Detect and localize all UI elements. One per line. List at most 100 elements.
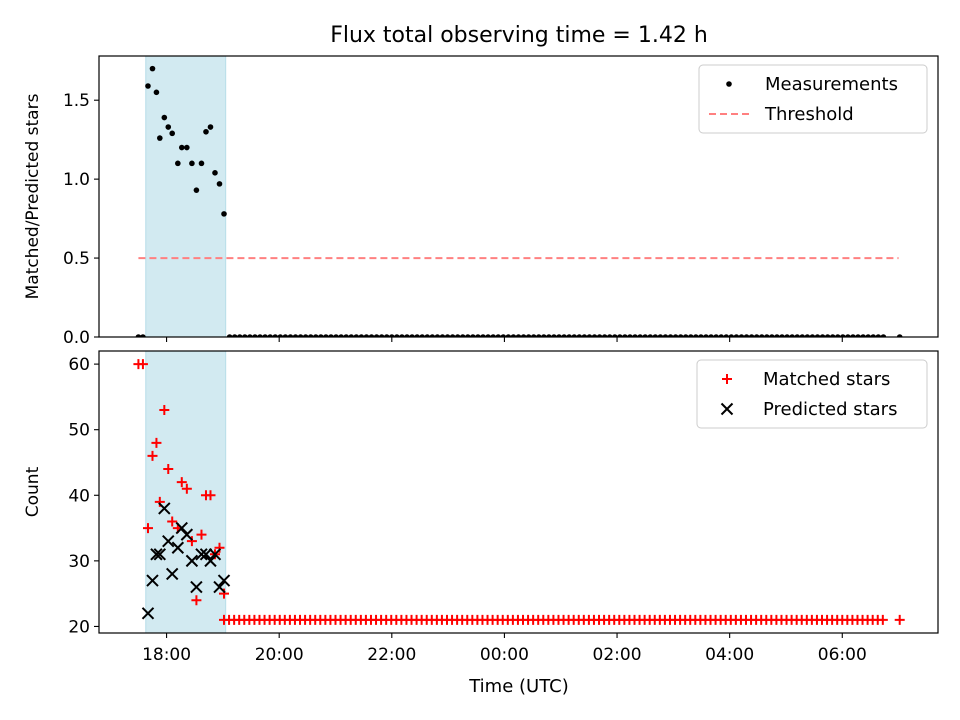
series-measurements-point (784, 334, 790, 337)
series-measurements-point (551, 334, 557, 337)
series-measurements-point (733, 334, 740, 337)
series-measurements-point (449, 334, 456, 337)
legend: Matched stars Predicted stars (696, 359, 928, 429)
series-measurements-point (424, 334, 431, 337)
series-measurements-point (758, 334, 765, 337)
series-predicted-stars-point (162, 534, 175, 548)
series-measurements-point (169, 130, 176, 137)
series-measurements-point (748, 334, 755, 337)
y-tick-label: 20 (68, 617, 90, 637)
legend-marker (722, 374, 732, 384)
series-measurements-point (282, 334, 289, 337)
series-matched-stars-point (181, 483, 192, 494)
series-measurements-point (459, 334, 466, 337)
series-measurements-point (221, 211, 227, 217)
series-predicted-stars-point (190, 580, 203, 594)
series-measurements-point (414, 334, 420, 337)
series-matched-stars-point (159, 405, 170, 416)
legend-label: Measurements (765, 74, 898, 95)
series-measurements-point (338, 334, 344, 337)
series-measurements-point (353, 334, 360, 337)
series-predicted-stars-point (199, 548, 213, 561)
x-tick-label: 22:00 (367, 645, 416, 665)
series-predicted-stars-point (195, 548, 208, 561)
axes-frame (98, 350, 939, 634)
series-matched-stars-point (205, 490, 216, 501)
series-matched-stars-point (191, 595, 202, 606)
series-measurements-point (333, 334, 339, 337)
series-measurements-point (662, 334, 669, 337)
legend: Measurements Threshold (698, 64, 928, 134)
series-measurements-point (738, 334, 745, 337)
series-measurements-point (799, 334, 806, 337)
series-measurements-point (439, 334, 446, 337)
bottom-plot: 20 30 40 50 60 Count 18:00 20:00 22:00 00:00 02:00… (23, 350, 939, 665)
series-measurements-point (490, 334, 496, 337)
series-measurements-point (622, 334, 628, 337)
series-measurements-point (323, 334, 329, 337)
x-tick-label: 06:00 (818, 645, 867, 665)
series-matched-stars-point (196, 529, 207, 540)
series-measurements-point (312, 334, 319, 337)
series-measurements-point (804, 334, 811, 337)
series-measurements-point (287, 334, 294, 337)
series-measurements-point (378, 334, 385, 337)
series-measurements-point (672, 334, 679, 337)
series-predicted-stars-point (204, 554, 217, 568)
y-tick-label: 1.5 (63, 91, 90, 111)
series-measurements-point (561, 334, 567, 337)
series-measurements-point (257, 334, 263, 337)
series-measurements-point (318, 334, 324, 337)
legend-marker (726, 81, 732, 87)
series-measurements-point (723, 334, 730, 337)
series-measurements-point (203, 128, 209, 135)
series-measurements-point (829, 334, 836, 337)
series-predicted-stars-point (185, 554, 199, 568)
series-measurements-point (358, 334, 365, 337)
series-measurements-point (465, 334, 471, 337)
series-measurements-point (743, 334, 750, 337)
series-measurements-point (389, 334, 395, 337)
legend-frame (696, 359, 928, 429)
series-measurements-point (267, 334, 273, 337)
series-measurements-point (794, 334, 801, 337)
x-tick-label: 04:00 (705, 645, 754, 665)
series-measurements-point (637, 334, 643, 337)
series-measurements-point (774, 334, 780, 337)
series-measurements-point (189, 160, 195, 167)
series-predicted-stars-point (153, 548, 167, 561)
series-predicted-stars-point (175, 521, 188, 535)
series-predicted-stars-point (217, 574, 231, 587)
series-measurements-point (394, 334, 400, 337)
series-measurements-point (175, 160, 181, 167)
series-measurements-point (845, 334, 851, 337)
series-measurements-point (713, 334, 719, 337)
series-measurements-point (135, 334, 142, 337)
series-measurements-point (302, 334, 309, 337)
series-measurements-point (247, 334, 253, 337)
series-measurements-point (429, 334, 436, 337)
series-measurements-point (198, 160, 205, 167)
series-measurements-point (165, 124, 172, 130)
series-measurements-point (693, 334, 699, 337)
series-measurements-point (328, 334, 334, 337)
series-measurements-point (307, 334, 314, 337)
series-measurements-point (657, 334, 664, 337)
series-measurements-point (297, 334, 304, 337)
y-tick-label: 0.0 (63, 328, 90, 348)
chart-title: Flux total observing time = 1.42 h (330, 23, 708, 48)
series-measurements-point (399, 334, 405, 337)
series-measurements-point (819, 334, 826, 337)
series-measurements-point (896, 334, 903, 337)
series-measurements-point (677, 334, 684, 337)
series-measurements-point (530, 334, 537, 337)
x-tick-label: 00:00 (480, 645, 529, 665)
y-tick-label: 40 (68, 486, 90, 506)
series-measurements-point (606, 334, 613, 337)
series-measurements-point (809, 334, 816, 337)
series-matched-stars-point (142, 523, 153, 534)
series-measurements-point (404, 334, 410, 337)
series-measurements-point (470, 334, 476, 337)
series-measurements-point (226, 334, 233, 337)
legend-label: Predicted stars (763, 399, 897, 420)
